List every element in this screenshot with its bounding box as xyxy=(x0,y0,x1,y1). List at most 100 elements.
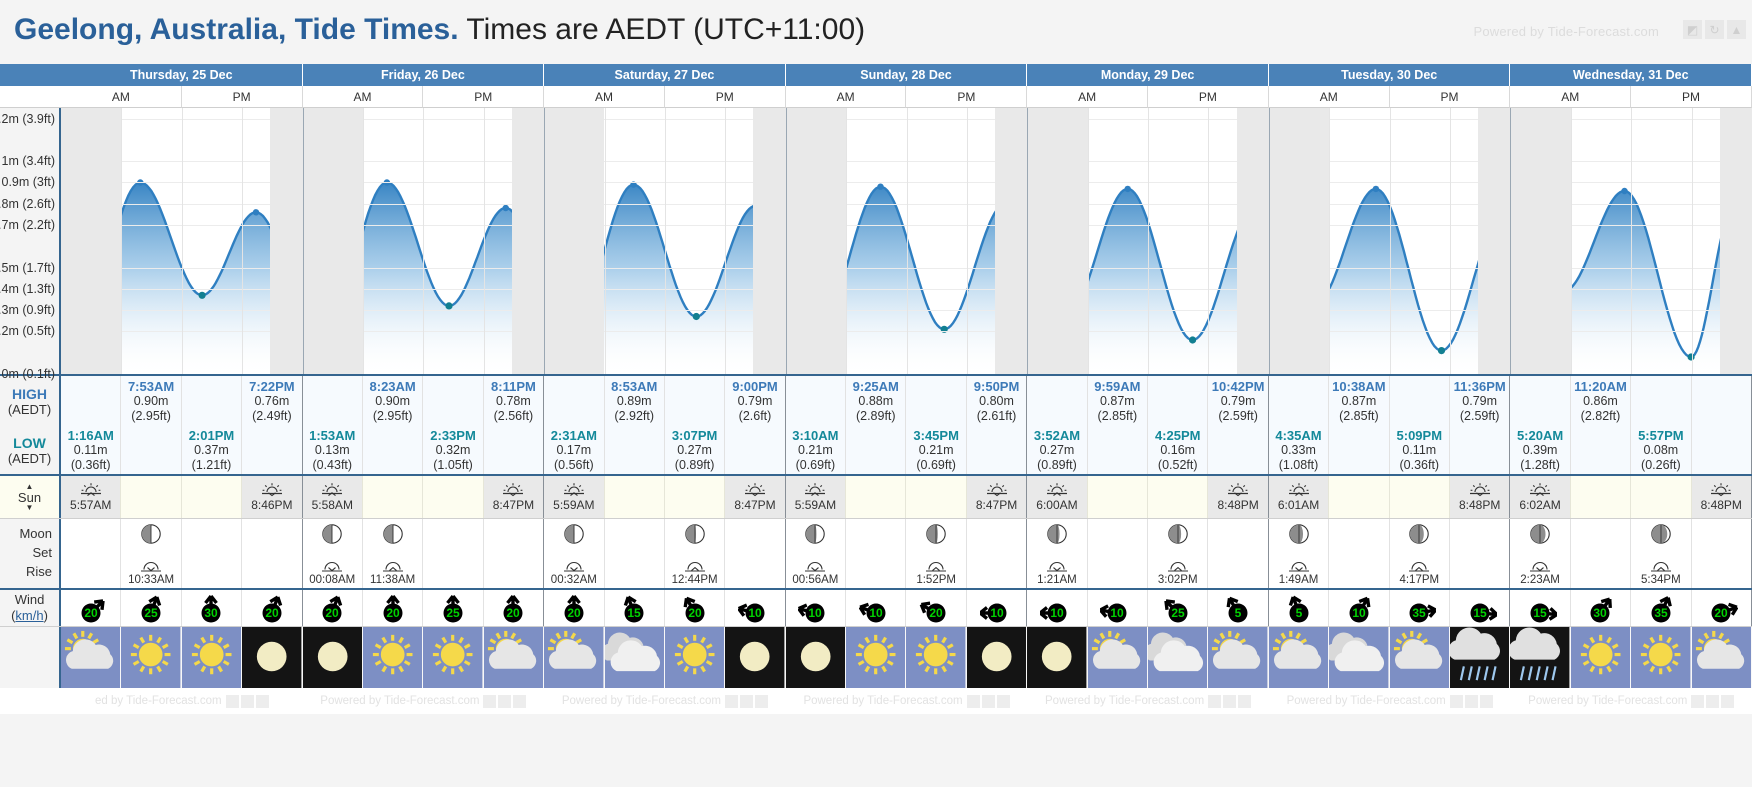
weather-icon-sunny xyxy=(1570,627,1631,688)
wind-cell-19: 5 xyxy=(1208,590,1269,626)
high-tide-height-m: 0.86m xyxy=(1583,393,1618,408)
moon-phase-icon xyxy=(1651,524,1671,544)
moon-phase-icon xyxy=(926,524,946,544)
y-axis-tick-6: 0.4m (1.3ft) xyxy=(0,281,55,296)
sunset-time: 8:48PM xyxy=(1217,498,1259,512)
footer-row: ed by Tide-Forecast.com Powered by Tide-F… xyxy=(0,688,1752,714)
high-tide-height-m: 0.78m xyxy=(496,393,531,408)
wind-cell-21: 10 xyxy=(1329,590,1390,626)
low-tide-time: 1:16AM xyxy=(67,427,114,443)
low-tide-time: 5:09PM xyxy=(1396,427,1443,443)
night-band-morning-3 xyxy=(785,108,846,374)
moonrise-icon xyxy=(684,561,705,572)
moon-phase-wrap xyxy=(382,523,404,550)
sunset-time: 8:47PM xyxy=(734,498,776,512)
ampm-header-6-am: AM xyxy=(1510,86,1632,108)
high-tide-time: 7:22PM xyxy=(249,378,295,394)
ampm-header-4-pm: PM xyxy=(1148,86,1269,108)
high-tide-time: 7:53AM xyxy=(127,378,175,394)
low-tide-cell-1-0: 1:53AM 0.13m (0.43ft) xyxy=(302,426,363,474)
moonrise-time: 4:17PM xyxy=(1399,574,1440,586)
sun-row-label: ▲ Sun ▼ xyxy=(0,476,61,518)
page-header: Geelong, Australia, Tide Times. Times ar… xyxy=(0,0,1752,64)
low-tide-cell-1-1 xyxy=(362,426,424,474)
sun-cell-4-2 xyxy=(1148,476,1209,518)
chart-vline-6-1 xyxy=(1570,108,1572,374)
wind-row-label: Wind (km/h) xyxy=(0,590,61,626)
wind-cell-2: 30 xyxy=(181,590,243,626)
badge-icon-3[interactable]: ▲ xyxy=(1727,20,1746,39)
moon-cell-3-2: 1:52PM xyxy=(906,519,967,588)
moon-rise-label: Rise xyxy=(25,563,52,579)
weather-icon-clear-night xyxy=(966,627,1027,688)
badge-icon-2[interactable]: ↻ xyxy=(1705,20,1724,39)
low-tide-height-m: 0.21m xyxy=(918,442,954,457)
weather-icon-cloudy xyxy=(1148,627,1208,688)
sun-cell-6-2 xyxy=(1631,476,1692,518)
low-tide-cell-3-0: 3:10AM 0.21m (0.69ft) xyxy=(785,426,847,474)
moon-cell-4-3 xyxy=(1208,519,1269,588)
high-tide-time: 9:59AM xyxy=(1094,378,1141,394)
sun-cell-1-1 xyxy=(362,476,424,518)
footer-text: Powered by Tide-Forecast.com xyxy=(1528,695,1688,707)
low-tide-time: 4:25PM xyxy=(1154,427,1201,443)
tide-extreme-dot-10 xyxy=(692,312,700,321)
footer-cell-2: Powered by Tide-Forecast.com xyxy=(544,688,786,714)
high-tz-label: (AEDT) xyxy=(7,401,52,417)
low-tide-height-m: 0.33m xyxy=(1281,442,1316,457)
moonset-block: 00:08AM xyxy=(303,561,362,586)
weather-icon-cloudy xyxy=(604,627,664,688)
moon-phase-icon xyxy=(564,524,584,544)
high-tide-height-m: 0.90m xyxy=(133,393,169,408)
footer-badges xyxy=(1208,694,1252,708)
high-tide-height-m: 0.89m xyxy=(616,393,652,408)
low-tide-height-m: 0.39m xyxy=(1522,442,1558,457)
high-tide-cell-6-0 xyxy=(1510,376,1571,426)
chart-vline-3-2 xyxy=(906,108,908,374)
low-tide-cell-6-1 xyxy=(1570,426,1632,474)
footer-badge-icon-2 xyxy=(513,694,527,708)
high-tide-height-m: 0.88m xyxy=(858,393,894,408)
chart-day-separator-3 xyxy=(785,108,787,374)
badge-icon-1[interactable]: ◩ xyxy=(1683,20,1702,39)
weather-icon-sunny xyxy=(362,627,423,688)
high-tide-cell-3-1: 9:25AM 0.88m (2.89ft) xyxy=(846,376,907,426)
footer-cell-5: Powered by Tide-Forecast.com xyxy=(1268,688,1511,714)
day-header-row: Thursday, 25 Dec Friday, 26 Dec Saturday… xyxy=(0,64,1752,86)
moonrise-block: 5:34PM xyxy=(1631,561,1690,586)
moon-phase-wrap xyxy=(1167,523,1189,550)
high-tide-height-ft: (2.92ft) xyxy=(614,408,655,423)
high-tide-cell-0-1: 7:53AM 0.90m (2.95ft) xyxy=(121,376,182,426)
ampm-header-3-pm: PM xyxy=(906,86,1028,108)
night-band-evening-3 xyxy=(994,108,1028,374)
wind-arrow-icon: 20 xyxy=(1711,602,1739,623)
low-tide-height-ft: (0.69ft) xyxy=(916,457,956,472)
footer-badge-icon-1 xyxy=(1706,694,1720,708)
weather-icon-clear-night xyxy=(725,627,785,688)
y-axis-tick-1: 1m (3.4ft) xyxy=(1,154,56,169)
svg-text:10: 10 xyxy=(990,606,1004,620)
wind-arrow-icon: 10 xyxy=(798,603,825,623)
weather-cell-25 xyxy=(1570,627,1632,688)
low-tide-cell-4-0: 3:52AM 0.27m (0.89ft) xyxy=(1027,426,1088,474)
weather-icon-partly-cloudy-day xyxy=(1691,627,1751,688)
wind-arrow-icon: 10 xyxy=(858,602,886,623)
page-title: Geelong, Australia, Tide Times. Times ar… xyxy=(14,13,865,47)
high-tide-time: 9:25AM xyxy=(852,378,899,394)
night-band-morning-1 xyxy=(302,108,363,374)
high-tide-cell-6-2 xyxy=(1631,376,1692,426)
sunset-time: 8:48PM xyxy=(1700,498,1742,512)
moonset-icon xyxy=(563,561,584,572)
wind-arrow-icon: 10 xyxy=(979,603,1007,623)
high-tide-time: 9:50PM xyxy=(973,378,1020,394)
sunrise-time: 6:01AM xyxy=(1277,498,1320,512)
moonset-icon xyxy=(322,561,343,572)
low-tide-cell-5-1 xyxy=(1329,426,1390,474)
low-tide-height-m: 0.27m xyxy=(1039,442,1075,457)
footer-badge-icon-0 xyxy=(1691,694,1705,708)
high-tide-cell-6-3 xyxy=(1691,376,1752,426)
wind-unit-link[interactable]: (km/h) xyxy=(11,608,48,623)
high-tide-height-m: 0.76m xyxy=(254,393,290,408)
high-tide-height-m: 0.87m xyxy=(1099,393,1135,408)
